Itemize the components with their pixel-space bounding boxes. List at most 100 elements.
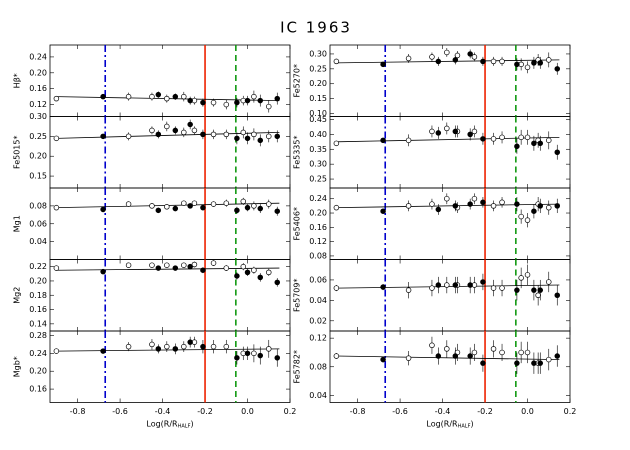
data-point [244,269,251,276]
data-point [333,140,340,147]
y-tick-label: 0.20 [309,79,327,88]
y-tick-label: 0.08 [309,251,327,260]
data-point [251,267,257,273]
data-point [452,353,459,359]
x-tick-label: -0.6 [112,407,128,416]
data-point [537,140,544,147]
fit-line [336,203,560,209]
data-point [480,199,486,206]
data-point [405,355,412,361]
y-tick-label: 0.08 [309,362,327,371]
x-tick-label: -0.6 [392,407,408,416]
data-point [531,140,537,147]
y-tick-label: 0.15 [309,94,327,103]
data-point [223,101,230,108]
data-point [274,355,281,361]
data-point [274,95,281,102]
data-point [210,131,217,138]
data-point [554,292,561,299]
data-point [490,58,497,65]
data-point [380,137,386,144]
data-point [187,203,193,209]
y-tick-label: 0.16 [309,223,327,232]
data-point [274,208,281,214]
data-point [380,61,386,68]
y-tick-label: 0.22 [29,262,47,271]
panel-frame [49,44,291,117]
panel-frame [329,44,571,117]
data-point [251,203,257,209]
data-point [518,134,524,141]
data-point [499,285,505,291]
data-point [172,265,179,271]
data-point [546,204,552,211]
y-tick-label: 0.45 [309,115,327,124]
data-point [490,136,497,142]
x-axis-label: Log(R/RHALF) [146,419,193,429]
data-point [531,360,537,366]
data-point [452,128,459,135]
data-point [452,203,459,209]
data-point [223,265,230,271]
y-axis-label: Fe5406* [293,207,302,240]
y-tick-label: 0.40 [309,130,327,139]
data-point [467,51,473,57]
data-point [234,207,240,214]
data-point [125,93,132,100]
data-point [164,204,170,210]
data-point [181,343,187,350]
data-point [187,97,193,104]
data-point [53,204,60,211]
y-tick-label: 0.24 [309,194,327,203]
data-point [537,360,544,366]
y-axis-label: Mg2 [13,287,22,304]
data-point [480,279,486,285]
data-point [514,287,520,293]
chart-title: IC 1963 [280,19,352,37]
y-tick-label: 0.16 [29,305,47,314]
data-point [181,129,187,136]
data-point [125,133,132,140]
y-tick-label: 0.12 [309,237,327,246]
data-point [452,282,459,288]
data-point [210,99,217,106]
data-point [514,143,520,150]
data-point [240,263,247,270]
data-point [524,134,531,141]
y-axis-label: Fe5270* [293,64,302,97]
x-axis-label-part: ) [190,419,193,428]
x-axis-label: Log(R/RHALF) [426,419,473,429]
panel-frame [49,330,291,403]
data-point [454,52,461,59]
data-point [435,58,442,65]
y-axis-label: Mg1 [13,215,22,232]
y-tick-label: 0.02 [309,316,327,325]
data-point [210,260,217,266]
y-tick-label: 0.24 [29,52,47,61]
data-point [251,93,257,100]
y-tick-label: 0.20 [29,367,47,376]
data-point [537,203,544,209]
y-tick-label: 0.16 [29,84,47,93]
data-point [405,203,412,209]
data-point [244,97,251,104]
data-point [524,272,531,278]
data-point [444,195,450,202]
data-point [471,195,478,202]
data-point [444,282,450,288]
y-tick-label: 0.20 [309,209,327,218]
y-tick-label: 0.15 [29,172,47,181]
data-point [149,262,155,268]
panel-frame [49,187,291,260]
y-axis-label: Fe5782* [293,350,302,383]
data-point [200,131,206,138]
data-point [181,262,187,268]
data-point [187,263,193,270]
y-axis-label: Hβ* [13,73,22,88]
data-point [240,198,247,205]
data-point [429,342,435,349]
data-point [125,343,132,350]
data-point [380,208,386,214]
data-point [266,346,272,352]
data-point [444,125,450,132]
